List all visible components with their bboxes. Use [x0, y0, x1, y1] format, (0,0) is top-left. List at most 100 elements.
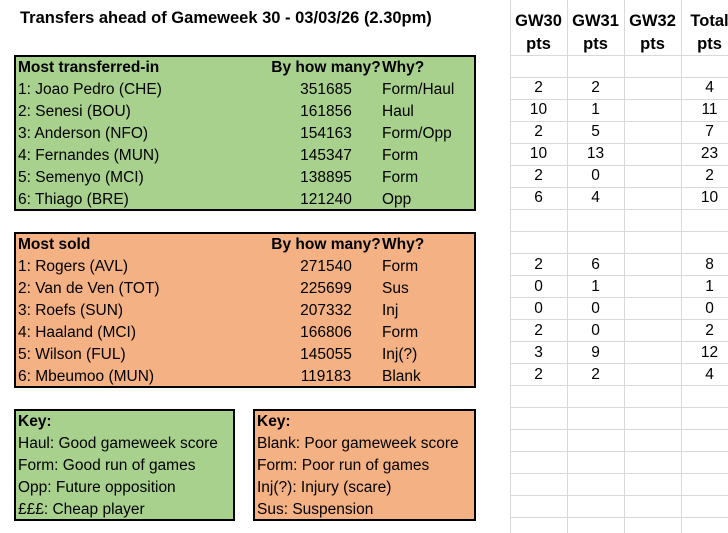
grid-line [510, 121, 728, 122]
player-name: 5: Wilson (FUL) [18, 346, 126, 363]
reason: Opp [382, 191, 412, 208]
pts-cell-total: 2 [705, 322, 714, 339]
grid-line [510, 99, 728, 100]
pts-cell-gw30: 2 [534, 167, 543, 184]
col-gw31-sub: pts [583, 35, 608, 53]
key-line: Sus: Suspension [257, 501, 374, 518]
table-row: 1: Joao Pedro (CHE) 351685 Form/Haul [16, 79, 474, 101]
reason: Inj [382, 302, 399, 319]
transfer-count: 351685 [300, 81, 352, 98]
player-name: 6: Thiago (BRE) [18, 191, 129, 208]
transfer-count: 207332 [300, 302, 352, 319]
col-gw30-header: GW30 [515, 12, 562, 30]
pts-cell-gw31: 1 [591, 278, 600, 295]
grid-line [510, 187, 728, 188]
reason: Form [382, 258, 419, 275]
player-name: 2: Van de Ven (TOT) [18, 280, 160, 297]
pts-cell-gw31: 0 [591, 167, 600, 184]
player-name: 2: Senesi (BOU) [18, 103, 131, 120]
pts-cell-total: 10 [700, 189, 719, 206]
pts-cell-total: 4 [705, 79, 714, 96]
sold-table: Most sold By how many? Why? 1: Rogers (A… [14, 232, 476, 388]
key-header: Key: [257, 413, 291, 430]
key-green: Key: Haul: Good gameweek score Form: Goo… [14, 409, 235, 521]
table-row: 1: Rogers (AVL) 271540 Form [16, 256, 474, 278]
pts-cell-gw30: 0 [534, 300, 543, 317]
grid-line [510, 209, 728, 210]
transferred-in-header: Most transferred-in [18, 59, 160, 76]
reason: Sus [382, 280, 409, 297]
pts-cell-gw30: 3 [534, 344, 543, 361]
table-row: 4: Fernandes (MUN) 145347 Form [16, 145, 474, 167]
grid-line [510, 385, 728, 386]
grid-line [510, 77, 728, 78]
grid-line [510, 253, 728, 254]
pts-cell-gw31: 2 [591, 366, 600, 383]
pts-cell-total: 1 [705, 278, 714, 295]
table-row: 2: Van de Ven (TOT) 225699 Sus [16, 278, 474, 300]
sold-header: Most sold [18, 236, 91, 253]
player-name: 4: Haaland (MCI) [18, 324, 137, 341]
transfer-count: 121240 [300, 191, 352, 208]
col-total-header: Total [690, 12, 728, 30]
key-orange: Key: Blank: Poor gameweek score Form: Po… [253, 409, 476, 521]
pts-cell-total: 11 [701, 101, 718, 118]
grid-line [510, 341, 728, 342]
transfer-count: 138895 [300, 169, 352, 186]
transfer-count: 154163 [300, 125, 352, 142]
transfer-count: 161856 [300, 103, 352, 120]
table-row: 5: Semenyo (MCI) 138895 Form [16, 167, 474, 189]
col-gw31-header: GW31 [572, 12, 619, 30]
reason: Form [382, 169, 419, 186]
table-row: 2: Senesi (BOU) 161856 Haul [16, 101, 474, 123]
pts-cell-total: 8 [705, 256, 714, 273]
col-total-sub: pts [697, 35, 722, 53]
key-line: Form: Poor run of games [257, 457, 430, 474]
player-name: 5: Semenyo (MCI) [18, 169, 144, 186]
player-name: 6: Mbeumoo (MUN) [18, 368, 155, 385]
pts-cell-gw31: 5 [591, 123, 600, 140]
grid-line [510, 0, 511, 533]
pts-cell-gw30: 2 [534, 366, 543, 383]
grid-line [510, 495, 728, 496]
grid-line [567, 0, 568, 533]
pts-cell-gw30: 10 [529, 145, 548, 162]
pts-cell-total: 7 [705, 123, 714, 140]
transfer-count: 145347 [300, 147, 352, 164]
pts-cell-gw30: 2 [534, 123, 543, 140]
grid-line [510, 55, 728, 56]
transfer-count: 145055 [300, 346, 352, 363]
key-line: Blank: Poor gameweek score [257, 435, 459, 452]
key-line: £££: Cheap player [18, 501, 145, 518]
pts-cell-gw30: 2 [534, 322, 543, 339]
count-header: By how many? [271, 59, 381, 76]
pts-cell-total: 12 [700, 344, 719, 361]
grid-line [510, 429, 728, 430]
transferred-in-table: Most transferred-in By how many? Why? 1:… [14, 55, 476, 211]
table-row: 3: Anderson (NFO) 154163 Form/Opp [16, 123, 474, 145]
key-line: Haul: Good gameweek score [18, 435, 218, 452]
player-name: 4: Fernandes (MUN) [18, 147, 160, 164]
reason: Haul [382, 103, 414, 120]
col-gw32-header: GW32 [629, 12, 676, 30]
transfer-count: 119183 [300, 368, 352, 385]
grid-line [510, 363, 728, 364]
grid-line [510, 275, 728, 276]
page-title: Transfers ahead of Gameweek 30 - 03/03/2… [20, 9, 432, 27]
reason: Form [382, 147, 419, 164]
table-row: 6: Mbeumoo (MUN) 119183 Blank [16, 366, 474, 388]
key-line: Inj(?): Injury (scare) [257, 479, 392, 496]
transfer-count: 166806 [300, 324, 352, 341]
pts-cell-gw31: 6 [591, 256, 600, 273]
pts-cell-gw31: 2 [591, 79, 600, 96]
pts-cell-total: 2 [705, 167, 714, 184]
player-name: 3: Anderson (NFO) [18, 125, 149, 142]
table-row: 6: Thiago (BRE) 121240 Opp [16, 189, 474, 211]
transferred-in-header-row: Most transferred-in By how many? Why? [16, 57, 474, 79]
player-name: 1: Joao Pedro (CHE) [18, 81, 162, 98]
pts-cell-total: 23 [700, 145, 719, 162]
pts-cell-gw30: 2 [534, 79, 543, 96]
col-gw30-sub: pts [526, 35, 551, 53]
transfer-count: 225699 [300, 280, 352, 297]
reason: Form [382, 324, 419, 341]
